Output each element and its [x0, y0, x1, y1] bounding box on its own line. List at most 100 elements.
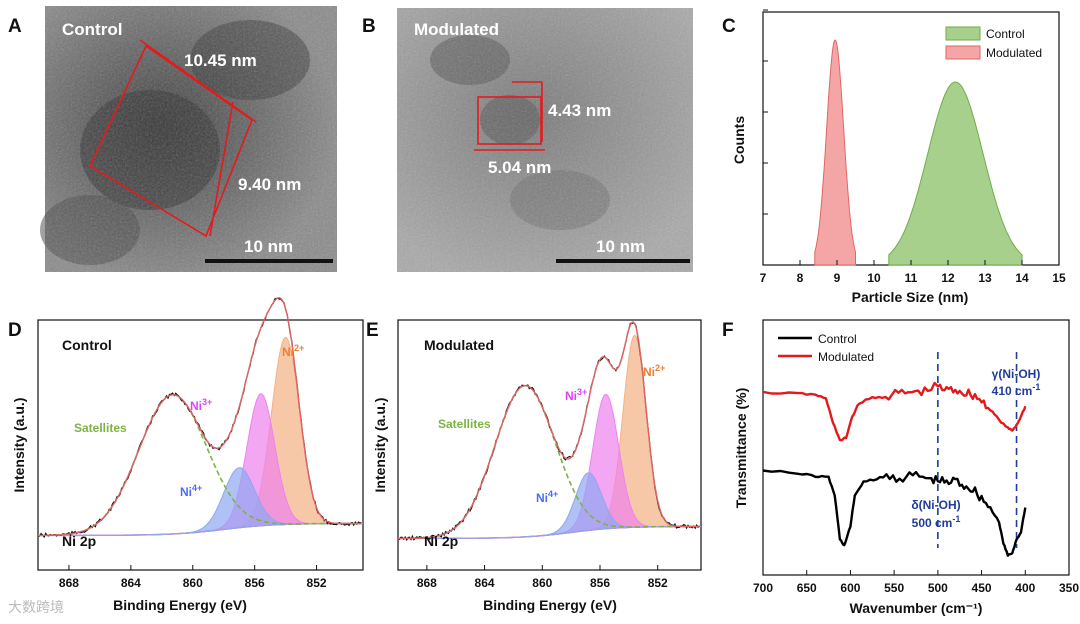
ni3-label: Ni3+	[565, 387, 587, 403]
x-tick-label: 10	[867, 271, 881, 285]
legend: Control Modulated	[778, 332, 874, 364]
measurement-box	[88, 39, 257, 238]
ir-peak-label: δ(Ni-OH)	[911, 498, 960, 512]
x-tick-label: 13	[978, 271, 992, 285]
panel-label-f: F	[722, 320, 734, 341]
x-tick-label: 868	[59, 576, 79, 590]
ir-peak-label: 410 cm-1	[992, 382, 1041, 398]
x-tick-label: 860	[183, 576, 203, 590]
ni3-label: Ni3+	[190, 397, 212, 413]
xps-component-ni4plus	[38, 467, 363, 536]
scale-bar	[205, 259, 333, 263]
plot-area-c	[763, 9, 1023, 266]
y-axis-label-c: Counts	[731, 116, 747, 164]
x-tick-label: 7	[760, 271, 767, 285]
y-axis-label-f: Transmittance (%)	[733, 388, 749, 509]
y-axis-label-e: Intensity (a.u.)	[372, 398, 388, 493]
xps-fit-envelope	[38, 296, 362, 536]
dimension-label: 5.04 nm	[488, 158, 551, 177]
xps-title-control: Control	[62, 337, 112, 353]
ni2-label: Ni2+	[282, 343, 304, 359]
xps-component-ni4plus	[398, 472, 701, 539]
x-tick-label: 852	[648, 576, 668, 590]
panel-c: C 7 8 9 10 11 12 13 14 15 Particle Size (nm) Cou…	[722, 9, 1066, 305]
dimension-label: 9.40 nm	[238, 175, 301, 194]
core-level-label: Ni 2p	[62, 533, 96, 549]
panel-label-e: E	[366, 320, 379, 341]
y-axis-label-d: Intensity (a.u.)	[11, 398, 27, 493]
legend: Control Modulated	[945, 26, 1042, 60]
x-axis-f: 700 650 600 550 500 450 400 350	[753, 570, 1079, 595]
scale-bar-label: 10 nm	[244, 237, 293, 256]
x-tick-label: 400	[1015, 581, 1035, 595]
x-tick-label: 864	[475, 576, 495, 590]
ir-curve-control	[762, 469, 1027, 557]
x-tick-label: 500	[928, 581, 948, 595]
dimension-label: 10.45 nm	[184, 51, 257, 70]
x-axis-label-f: Wavenumber (cm⁻¹)	[850, 600, 983, 616]
x-tick-label: 700	[753, 581, 773, 595]
measurement-box	[474, 81, 545, 151]
satellites-label: Satellites	[74, 421, 127, 435]
x-axis-d: 868 864 860 856 852	[59, 565, 327, 590]
panel-label-d: D	[8, 320, 22, 341]
legend-swatch-control	[945, 26, 981, 41]
panel-label-a: A	[8, 16, 22, 37]
x-tick-label: 860	[532, 576, 552, 590]
distribution-modulated	[814, 39, 856, 266]
satellites-label: Satellites	[438, 417, 491, 431]
legend-label-control: Control	[818, 332, 857, 346]
tem-texture	[397, 8, 693, 272]
ir-peak-label: 500 cm-1	[912, 514, 961, 530]
x-tick-label: 450	[972, 581, 992, 595]
panel-a: A Control 10.45 nm 9.40 nm 10 nm	[8, 6, 337, 272]
x-tick-label: 852	[307, 576, 327, 590]
legend-swatch-modulated	[945, 45, 981, 60]
scale-bar-label: 10 nm	[596, 237, 645, 256]
plot-frame	[397, 319, 702, 571]
core-level-label: Ni 2p	[424, 533, 458, 549]
x-tick-label: 14	[1015, 271, 1029, 285]
xps-title-modulated: Modulated	[424, 337, 494, 353]
ni2-label: Ni2+	[643, 363, 665, 379]
x-tick-label: 600	[840, 581, 860, 595]
x-tick-label: 868	[417, 576, 437, 590]
panel-f: F 700 650 600 550 500 450 400 350 Control Modul…	[722, 319, 1079, 616]
x-tick-label: 550	[884, 581, 904, 595]
legend-label-modulated: Modulated	[986, 46, 1042, 60]
panel-e: E 868 864 860 856 852 Modulated Ni 2p Satell…	[366, 319, 702, 613]
x-axis-c: 7 8 9 10 11 12 13 14 15	[760, 260, 1066, 285]
legend-label-modulated: Modulated	[818, 350, 874, 364]
ir-peak-label: γ(Ni-OH)	[992, 367, 1041, 381]
plot-frame	[37, 319, 364, 571]
x-axis-label-d: Binding Energy (eV)	[113, 597, 247, 613]
panel-b: B Modulated 4.43 nm 5.04 nm 10 nm	[362, 8, 693, 272]
dimension-label: 4.43 nm	[548, 101, 611, 120]
x-tick-label: 9	[834, 271, 841, 285]
xps-component-satellites	[38, 393, 362, 537]
plot-frame	[762, 319, 1070, 576]
ni4-label: Ni4+	[536, 489, 558, 505]
x-tick-label: 856	[245, 576, 265, 590]
x-tick-label: 12	[941, 271, 955, 285]
panel-label-b: B	[362, 16, 376, 37]
x-axis-label-e: Binding Energy (eV)	[483, 597, 617, 613]
panel-label-c: C	[722, 16, 736, 37]
legend-label-control: Control	[986, 27, 1025, 41]
ni4-label: Ni4+	[180, 483, 202, 499]
tem-title-control: Control	[62, 20, 122, 39]
scale-bar	[556, 259, 690, 263]
tem-title-modulated: Modulated	[414, 20, 499, 39]
tem-texture	[45, 6, 337, 272]
xps-component-ni2plus	[38, 336, 363, 536]
ir-curve-modulated	[762, 381, 1027, 442]
plot-area-e	[397, 321, 701, 542]
distribution-control	[888, 81, 1023, 266]
panel-d: D 868 864 860 856 852 Control Ni 2p Satellit…	[8, 296, 364, 613]
x-tick-label: 11	[905, 271, 918, 285]
x-tick-label: 856	[590, 576, 610, 590]
x-tick-label: 864	[121, 576, 141, 590]
plot-area-d	[37, 296, 363, 539]
xps-fit-envelope	[398, 321, 700, 540]
plot-area-f	[762, 352, 1027, 557]
